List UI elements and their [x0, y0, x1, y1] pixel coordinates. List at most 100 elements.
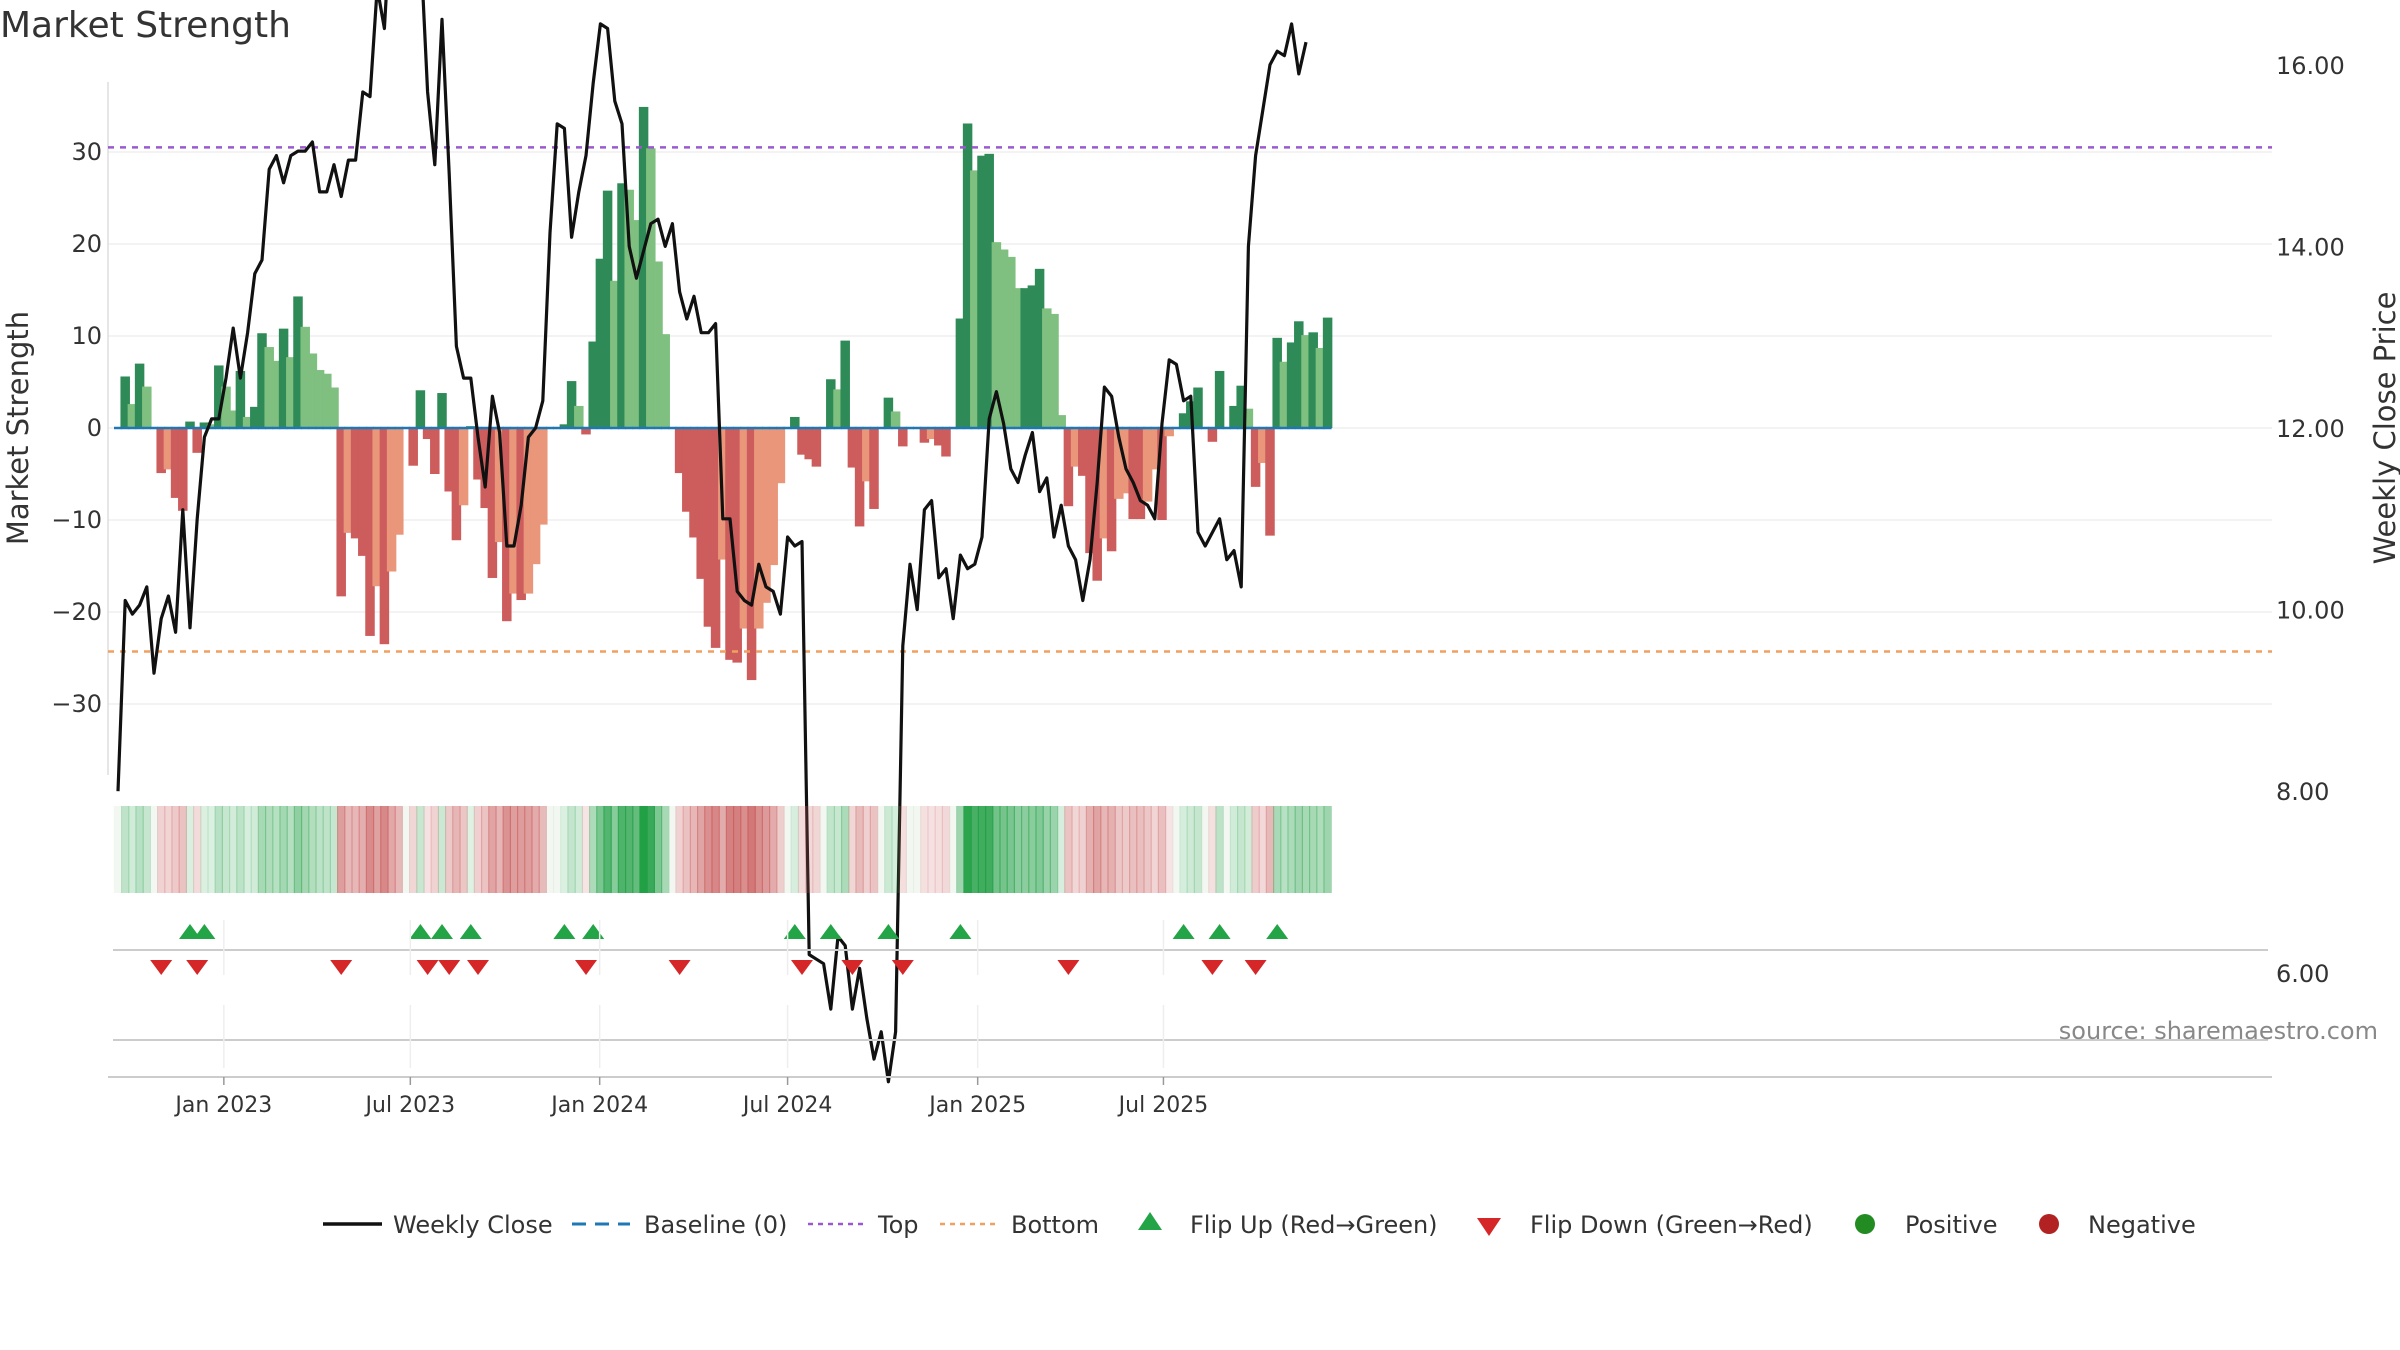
- strength-bar: [574, 405, 584, 428]
- heat-cell: [1013, 806, 1023, 893]
- heat-cell: [826, 806, 835, 893]
- strength-bar: [984, 153, 994, 428]
- strength-bar: [581, 428, 591, 435]
- heat-cell: [884, 806, 893, 893]
- heat-cell: [538, 806, 547, 893]
- flip-down-marker: [791, 960, 813, 975]
- heat-cell: [819, 806, 828, 893]
- strength-bar: [1236, 385, 1246, 428]
- strength-bar: [1070, 428, 1081, 467]
- x-tick-label: Jan 2024: [549, 1093, 648, 1118]
- strength-bar: [941, 428, 951, 457]
- strength-bar: [754, 428, 764, 629]
- heat-cell: [596, 806, 605, 893]
- strength-bar: [991, 242, 1002, 428]
- strength-bar: [170, 428, 181, 498]
- heat-cell: [293, 806, 303, 893]
- strength-bar: [278, 328, 289, 428]
- heat-cell: [682, 806, 691, 893]
- heat-cell: [214, 806, 223, 893]
- heat-cell: [171, 806, 180, 893]
- heat-cell: [927, 806, 936, 893]
- strength-bar: [998, 249, 1009, 428]
- heat-cell: [963, 806, 972, 893]
- legend-negative-icon: [2039, 1214, 2059, 1234]
- strength-bar: [1164, 428, 1174, 437]
- heat-cell: [1251, 806, 1260, 893]
- heat-cell: [1143, 806, 1152, 893]
- strength-bar: [451, 428, 462, 541]
- heat-cell: [531, 806, 540, 893]
- heat-cell: [1157, 806, 1167, 893]
- heat-cell: [423, 806, 432, 893]
- strength-bar: [257, 333, 267, 428]
- heat-cell: [250, 806, 259, 893]
- legend-positive-label: Positive: [1905, 1211, 1998, 1239]
- heat-cell: [725, 806, 735, 893]
- legend-flip-up-icon: [1138, 1212, 1162, 1230]
- heat-cell: [790, 806, 799, 893]
- x-tick-label: Jul 2024: [741, 1093, 833, 1118]
- flip-down-marker: [467, 960, 489, 975]
- strength-bar: [1099, 428, 1110, 539]
- flip-down-marker: [150, 960, 173, 975]
- heat-cell: [502, 806, 511, 893]
- strength-bar: [840, 340, 850, 428]
- strength-bar: [804, 428, 814, 460]
- strength-bar: [1229, 405, 1239, 428]
- heat-cell: [934, 806, 943, 893]
- heat-cell: [574, 806, 583, 893]
- heat-cell: [1114, 806, 1123, 893]
- strength-bar: [350, 428, 361, 539]
- strength-bar: [1142, 428, 1153, 502]
- heat-cell: [776, 806, 785, 893]
- left-tick-label: 10: [71, 322, 102, 350]
- strength-bar: [710, 428, 721, 648]
- strength-bar: [394, 428, 404, 535]
- strength-bar: [307, 353, 318, 428]
- flip-up-marker: [1208, 924, 1231, 939]
- heat-cell: [661, 806, 670, 893]
- heat-cell: [351, 806, 360, 893]
- heat-cell: [977, 806, 987, 893]
- heat-cell: [509, 806, 519, 893]
- heat-cell: [1258, 806, 1267, 893]
- strength-bar: [163, 428, 174, 470]
- heat-cell: [1028, 806, 1037, 893]
- heat-cell: [1049, 806, 1059, 893]
- right-tick-label: 10.00: [2276, 597, 2345, 625]
- heat-cell: [567, 806, 576, 893]
- heat-cell: [437, 806, 447, 893]
- heat-cell: [1273, 806, 1282, 893]
- heat-cell: [1150, 806, 1159, 893]
- flip-down-marker: [186, 960, 209, 975]
- strength-bar: [458, 428, 469, 506]
- strength-bar: [595, 258, 606, 428]
- strength-bar: [1315, 347, 1326, 428]
- heat-cell: [236, 806, 245, 893]
- strength-bar: [1020, 288, 1030, 428]
- heat-cell: [689, 806, 699, 893]
- strength-bar: [127, 404, 138, 428]
- heat-cell: [1078, 806, 1087, 893]
- heat-cell: [524, 806, 533, 893]
- left-tick-label: 0: [87, 414, 102, 442]
- strength-bar: [235, 370, 246, 428]
- strength-bar: [156, 428, 166, 474]
- flip-down-marker: [330, 960, 353, 975]
- heat-cell: [992, 806, 1001, 893]
- heat-cell: [639, 806, 648, 893]
- heat-cell: [207, 806, 216, 893]
- strength-bar: [761, 428, 771, 603]
- heat-cell: [473, 806, 483, 893]
- heat-cell: [1071, 806, 1080, 893]
- legend-flip-up-label: Flip Up (Red→Green): [1190, 1211, 1438, 1239]
- heat-cell: [322, 806, 331, 893]
- strength-bar: [674, 428, 685, 474]
- strength-bar: [1272, 337, 1282, 428]
- strength-bar: [178, 428, 188, 511]
- flip-up-marker: [431, 924, 453, 939]
- heat-cell: [337, 806, 346, 893]
- heat-cell: [841, 806, 850, 893]
- strength-bar: [602, 190, 613, 428]
